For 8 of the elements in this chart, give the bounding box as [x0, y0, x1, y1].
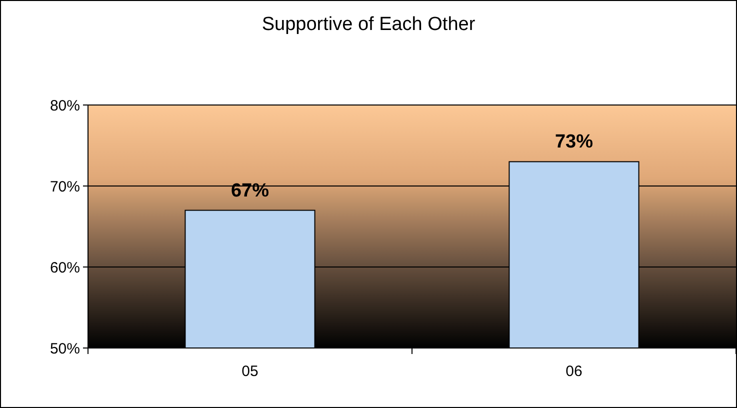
data-label: 73% [554, 132, 594, 153]
x-tick-label: 05 [242, 363, 258, 380]
chart-title: Supportive of Each Other [262, 14, 476, 35]
y-tick-label: 60% [50, 259, 80, 276]
x-tick-label: 06 [566, 363, 582, 380]
y-tick-label: 70% [50, 178, 80, 196]
y-tick-label: 80% [50, 97, 80, 114]
y-tick-label: 50% [50, 340, 80, 358]
